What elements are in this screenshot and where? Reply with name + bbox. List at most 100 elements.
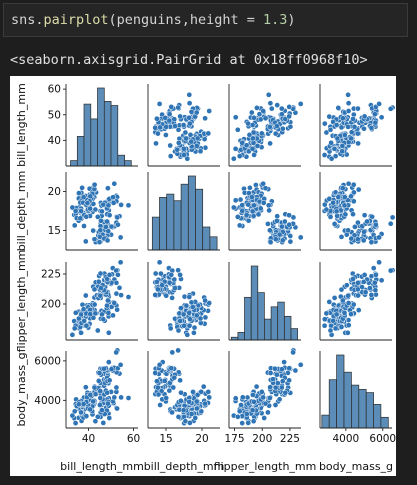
scatter-point [345,322,352,328]
scatter-point [78,311,84,318]
scatter-point [105,202,112,209]
scatter-point [351,189,357,196]
scatter-point [350,211,356,218]
scatter-point [206,108,213,114]
scatter-point [236,153,243,159]
hist-bar [195,188,204,251]
scatter-point [117,234,124,241]
scatter-point [287,233,294,239]
scatter-point [286,377,292,384]
hist-bar [76,136,85,167]
scatter-point [286,365,293,372]
scatter-point [105,400,111,407]
hist-bar [209,236,218,251]
scatter-point [243,142,250,149]
scatter-point [187,120,193,127]
scatter-point [248,194,255,201]
scatter-point [81,318,88,324]
scatter-point [355,307,362,313]
scatter-point [334,135,341,142]
hist-bar [187,175,196,251]
hist-bar [328,379,337,429]
y-axis-label-bill_length_mm: bill_length_mm [15,83,28,167]
scatter-point [341,194,348,201]
scatter-point [354,130,361,137]
scatter-point [286,104,293,110]
scatter-point [274,371,280,378]
scatter-point [355,140,361,147]
scatter-point [113,279,120,286]
scatter-point [326,299,333,305]
scatter-point [265,409,271,416]
hist-bar [83,103,92,167]
scatter-point [169,295,175,301]
scatter-point [232,145,239,152]
scatter-point [190,389,196,395]
scatter-point [376,259,382,266]
code-operator: = [246,12,255,28]
code-cell[interactable]: sns.pairplot(penguins,height = 1.3) [3,3,408,37]
hist-bar [117,154,125,167]
scatter-point [177,113,183,120]
x-tick-label: 15 [159,433,172,445]
scatter-point [108,366,115,373]
scatter-point [239,394,246,401]
scatter-point [373,271,379,278]
scatter-point [339,143,346,149]
scatter-point [230,204,237,211]
scatter-point [248,109,255,116]
scatter-point [260,180,267,187]
code-line[interactable]: sns.pairplot(penguins,height = 1.3) [11,12,296,28]
scatter-point [83,413,90,419]
scatter-point [181,145,187,152]
scatter-point [104,389,111,396]
scatter-point [236,222,243,229]
panel-bill_depth_mm-vs-flipper_length_mm [228,172,304,251]
y-tick-label: 225 [41,269,61,281]
scatter-point [327,327,334,334]
code-args: (penguins,height [108,12,247,28]
scatter-point [258,389,265,395]
scatter-point [177,272,183,278]
scatter-point [367,285,373,291]
scatter-point [110,200,117,206]
scatter-point [197,315,204,322]
scatter-point [198,388,205,395]
scatter-point [193,312,200,319]
scatter-point [187,131,194,138]
scatter-point [71,222,78,229]
scatter-point [326,113,333,120]
scatter-point [154,279,160,285]
scatter-point [257,116,264,123]
scatter-point [90,201,97,207]
scatter-point [100,420,107,426]
hist-bar [244,296,252,341]
scatter-point [183,302,190,309]
scatter-point [92,310,99,317]
scatter-point [321,201,328,208]
hist-bar [166,193,175,251]
scatter-point [331,145,338,152]
scatter-point [206,394,213,401]
scatter-point [292,367,299,374]
scatter-point [91,181,98,188]
scatter-point [360,237,367,244]
scatter-point [232,114,239,121]
scatter-point [166,279,173,286]
scatter-point [350,181,357,188]
scatter-point [387,267,394,274]
scatter-point [115,221,121,228]
scatter-point [267,384,273,391]
scatter-point [79,184,85,191]
scatter-point [155,286,161,293]
scatter-point [239,208,246,214]
scatter-point [87,205,93,212]
scatter-point [167,142,174,149]
scatter-point [287,123,294,130]
scatter-point [152,292,159,298]
x-tick-label: 200 [252,433,272,445]
scatter-point [78,329,84,336]
scatter-point [262,400,269,407]
x-axis-label-bill_length_mm: bill_length_mm [60,460,144,473]
scatter-point [76,401,82,408]
